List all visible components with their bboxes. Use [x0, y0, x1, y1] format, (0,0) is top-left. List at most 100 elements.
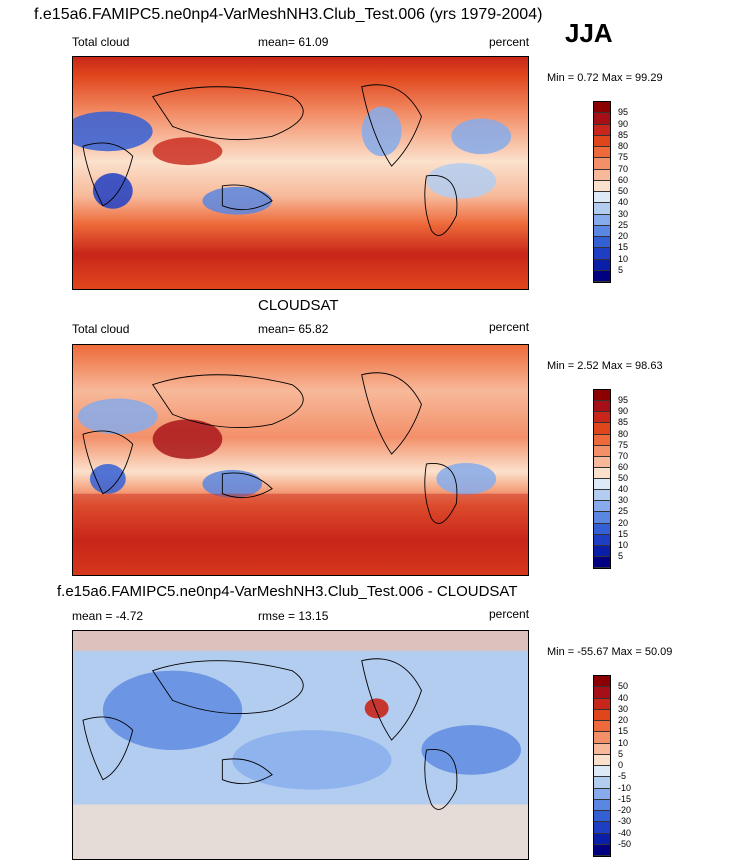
panel1-coastlines [82, 84, 458, 236]
panel1-minmax: Min = 0.72 Max = 99.29 [547, 72, 663, 84]
colorbar-tick-label: 75 [618, 439, 629, 450]
colorbar-tick-label: 60 [618, 174, 629, 185]
season-label: JJA [565, 18, 613, 48]
colorbar-tick-label: 5 [618, 550, 624, 561]
colorbar-swatch [594, 456, 610, 468]
colorbar-tick-label: 10 [618, 253, 629, 264]
colorbar-swatch [594, 113, 610, 125]
colorbar-swatch [594, 147, 610, 159]
colorbar-tick-label: -50 [618, 838, 632, 849]
colorbar-tick-label: -40 [618, 827, 632, 838]
colorbar-swatch [594, 214, 610, 226]
colorbar-tick-label: 15 [618, 528, 629, 539]
panel1-low-cloud-n-america [361, 106, 402, 157]
colorbar-swatch [594, 135, 610, 147]
colorbar-tick-label: 90 [618, 118, 629, 129]
colorbar-tick-label: 50 [618, 681, 629, 692]
panel2-title: CLOUDSAT [258, 297, 339, 314]
colorbar-tick-label: 50 [618, 186, 629, 196]
colorbar-swatch [594, 203, 610, 215]
panel1-low-cloud-sahara [73, 111, 153, 152]
panel2-low-cloud-australia [202, 469, 263, 498]
panel2-map-svg [73, 345, 528, 575]
colorbar-tick-label: 30 [618, 208, 629, 219]
colorbar-tick-label: 5 [618, 748, 624, 759]
colorbar-tick-label: 15 [618, 726, 629, 737]
colorbar-swatch [594, 158, 610, 170]
colorbar-tick-label: 0 [618, 760, 624, 770]
panel3-title: f.e15a6.FAMIPC5.ne0np4-VarMeshNH3.Club_T… [57, 583, 518, 600]
colorbar-tick-label: 40 [618, 692, 629, 703]
panel3-map-svg [73, 631, 528, 859]
panel3-minmax: Min = -55.67 Max = 50.09 [547, 646, 673, 658]
colorbar-tick-label: 40 [618, 484, 629, 495]
colorbar-tick-label: 40 [618, 197, 629, 208]
panel1-low-cloud-south-africa [92, 173, 133, 209]
panel1-units-label: percent [489, 35, 530, 49]
colorbar-tick-label: 75 [618, 152, 629, 163]
colorbar-tick-label: 90 [618, 406, 629, 417]
colorbar-tick-label: 60 [618, 461, 629, 472]
panel3-rmse-label: rmse = 13.15 [258, 609, 329, 623]
panel2-mean-label: mean= 65.82 [258, 322, 329, 336]
colorbar-swatch [594, 799, 610, 811]
colorbar-swatch [594, 390, 610, 402]
colorbar-tick-label: -10 [618, 782, 632, 793]
colorbar-tick-label: 10 [618, 737, 629, 748]
colorbar-swatch [594, 102, 610, 114]
colorbar-swatch [594, 169, 610, 181]
colorbar-swatch [594, 467, 610, 479]
panel1-colorbar [593, 101, 611, 283]
colorbar-swatch [594, 743, 610, 755]
colorbar-swatch [594, 721, 610, 733]
panel3-units-label: percent [489, 607, 530, 621]
colorbar-swatch [594, 822, 610, 834]
colorbar-swatch [594, 512, 610, 524]
panel2-minmax: Min = 2.52 Max = 98.63 [547, 360, 663, 372]
colorbar-swatch [594, 225, 610, 237]
colorbar-tick-label: 10 [618, 539, 629, 550]
colorbar-tick-label: 70 [618, 163, 629, 174]
panel1-low-cloud-atlantic [451, 118, 512, 155]
colorbar-swatch [594, 545, 610, 557]
colorbar-swatch [594, 833, 610, 845]
colorbar-swatch [594, 423, 610, 435]
colorbar-tick-label: 85 [618, 417, 629, 428]
colorbar-swatch [594, 534, 610, 546]
colorbar-tick-label: 70 [618, 450, 629, 461]
colorbar-swatch [594, 523, 610, 535]
panel3-mean-label: mean = -4.72 [72, 609, 144, 623]
panel2-colorbar [593, 389, 611, 569]
colorbar-swatch [594, 248, 610, 260]
panel2-left-label: Total cloud [72, 322, 130, 336]
colorbar-tick-label: 20 [618, 231, 629, 241]
panel1-low-cloud-s-america [426, 163, 497, 199]
panel3-arctic-band [73, 631, 528, 651]
colorbar-tick-label: 20 [618, 517, 629, 528]
colorbar-tick-label: 95 [618, 107, 629, 118]
colorbar-tick-label: 20 [618, 715, 629, 725]
panel3-negative-diff-pacific [232, 730, 392, 790]
panel3-map [72, 630, 529, 860]
page-title: f.e15a6.FAMIPC5.ne0np4-VarMeshNH3.Club_T… [34, 6, 543, 23]
colorbar-tick-label: 95 [618, 395, 629, 406]
colorbar-swatch [594, 754, 610, 766]
colorbar-tick-label: 80 [618, 428, 629, 439]
colorbar-tick-label: 25 [618, 506, 629, 517]
colorbar-swatch [594, 124, 610, 136]
colorbar-tick-label: -30 [618, 816, 632, 827]
panel3-coastlines [82, 658, 458, 810]
colorbar-swatch [594, 766, 610, 778]
colorbar-swatch [594, 445, 610, 457]
colorbar-swatch [594, 556, 610, 568]
colorbar-swatch [594, 479, 610, 491]
panel2-units-label: percent [489, 320, 530, 334]
panel1-high-cloud-monsoon [152, 137, 223, 166]
colorbar-tick-label: -15 [618, 793, 632, 804]
panel1-left-label: Total cloud [72, 35, 130, 49]
colorbar-tick-label: 80 [618, 141, 629, 151]
colorbar-tick-label: 30 [618, 495, 629, 506]
colorbar-swatch [594, 777, 610, 789]
colorbar-swatch [594, 709, 610, 721]
panel3-negative-diff-asia [102, 670, 243, 750]
